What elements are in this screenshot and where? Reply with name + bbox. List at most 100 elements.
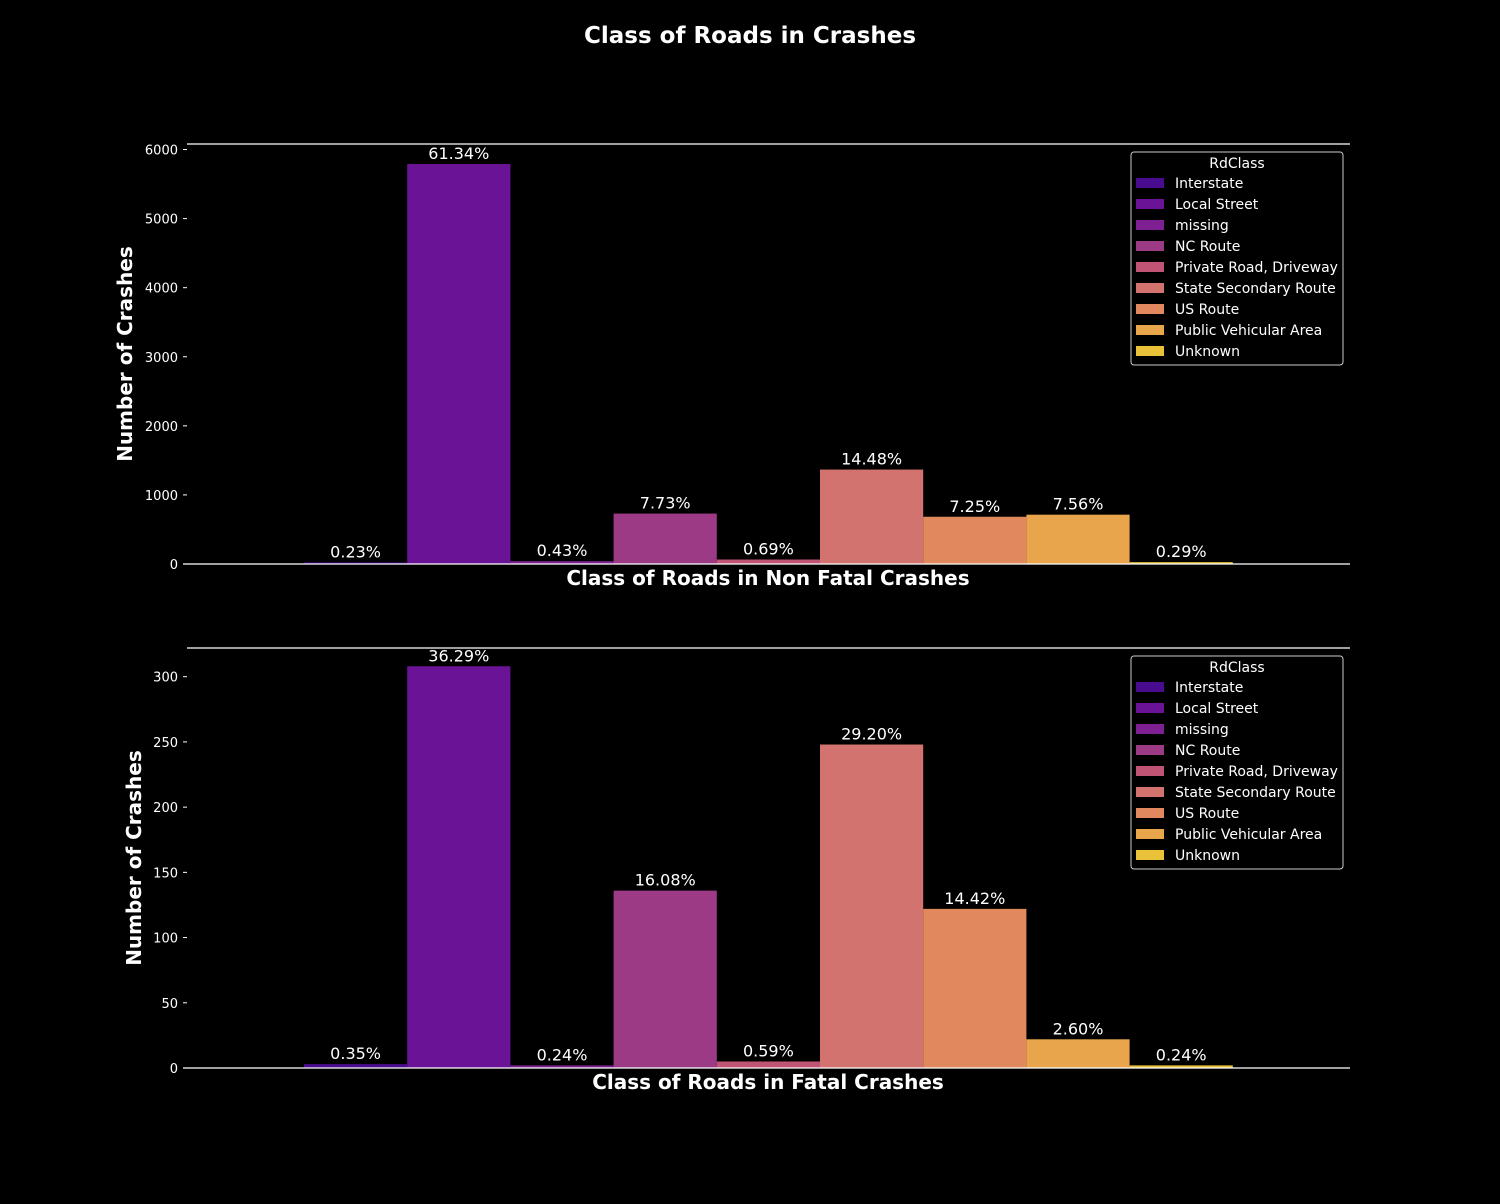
legend-swatch (1136, 178, 1164, 188)
bar-data-label: 0.69% (743, 540, 794, 559)
legend-swatch (1136, 703, 1164, 713)
bar-data-label: 2.60% (1053, 1019, 1104, 1038)
legend-entry: State Secondary Route (1175, 785, 1336, 801)
legend-entry: Local Street (1175, 701, 1259, 717)
y-tick-label: 300 (153, 671, 178, 686)
y-tick-label: 1000 (145, 489, 178, 504)
bar-6 (820, 744, 924, 1068)
legend-entry: Public Vehicular Area (1175, 827, 1322, 843)
x-axis-title: Class of Roads in Fatal Crashes (592, 1070, 944, 1094)
bar-data-label: 0.24% (1156, 1045, 1207, 1064)
bar-data-label: 7.25% (949, 497, 1000, 516)
bar-2 (407, 666, 511, 1068)
bar-4 (613, 890, 717, 1068)
y-tick-label: 200 (153, 801, 178, 816)
bar-1 (304, 1064, 408, 1068)
legend-entry: Unknown (1175, 848, 1240, 864)
legend-swatch (1136, 766, 1164, 776)
legend-swatch (1136, 199, 1164, 209)
panel-2: 0 50 100 150 200 250 300 0.35% 36.29% 0.24% 16.08%… (122, 646, 1350, 1094)
bar-data-label: 0.24% (537, 1045, 588, 1064)
bar-3 (510, 1065, 614, 1068)
bar-2 (407, 164, 511, 564)
bar-data-label: 0.23% (330, 542, 381, 561)
bar-data-label: 36.29% (428, 646, 489, 665)
legend-entry: Interstate (1175, 176, 1243, 192)
bar-5 (716, 559, 820, 564)
legend-entry: US Route (1175, 302, 1239, 318)
bar-4 (613, 513, 717, 564)
y-tick-label: 0 (170, 1062, 178, 1077)
legend-swatch (1136, 262, 1164, 272)
legend-swatch (1136, 346, 1164, 356)
y-tick-label: 2000 (145, 420, 178, 435)
bar-data-label: 7.73% (640, 494, 691, 513)
legend-swatch (1136, 241, 1164, 251)
panel-1: 0 1000 2000 3000 4000 5000 6000 0.23% 61.34% 0.43… (113, 143, 1350, 590)
x-axis-title: Class of Roads in Non Fatal Crashes (566, 566, 969, 590)
bar-9 (1129, 1065, 1233, 1068)
legend-title: RdClass (1209, 660, 1264, 676)
bar-data-label: 29.20% (841, 725, 902, 744)
legend-entry: missing (1175, 722, 1229, 738)
bar-data-label: 61.34% (428, 144, 489, 163)
bar-7 (923, 516, 1027, 564)
y-tick-label: 4000 (145, 282, 178, 297)
y-axis-title: Number of Crashes (122, 750, 146, 966)
legend-swatch (1136, 724, 1164, 734)
bar-3 (510, 561, 614, 564)
figure-title: Class of Roads in Crashes (584, 23, 916, 49)
legend-swatch (1136, 682, 1164, 692)
y-tick-label: 5000 (145, 213, 178, 228)
legend: RdClass Interstate Local Street missing NC R… (1130, 151, 1344, 366)
legend-entry: State Secondary Route (1175, 281, 1336, 297)
legend-swatch (1136, 304, 1164, 314)
bar-1 (304, 562, 408, 564)
legend-swatch (1136, 220, 1164, 230)
legend-swatch (1136, 325, 1164, 335)
bar-data-label: 0.35% (330, 1044, 381, 1063)
legend-swatch (1136, 787, 1164, 797)
legend: RdClass Interstate Local Street missing NC R… (1130, 655, 1344, 870)
bar-7 (923, 908, 1027, 1068)
legend-swatch (1136, 283, 1164, 293)
bar-8 (1026, 1039, 1130, 1068)
legend-entry: Private Road, Driveway (1175, 260, 1338, 276)
y-tick-label: 6000 (145, 144, 178, 159)
bar-data-label: 0.43% (537, 541, 588, 560)
y-tick-label: 0 (170, 558, 178, 573)
y-tick-label: 150 (153, 866, 178, 881)
legend-entry: Private Road, Driveway (1175, 764, 1338, 780)
legend-entry: Local Street (1175, 197, 1259, 213)
legend-frame (1130, 151, 1344, 366)
legend-swatch (1136, 808, 1164, 818)
legend-entry: NC Route (1175, 743, 1240, 759)
legend-entry: missing (1175, 218, 1229, 234)
legend-title: RdClass (1209, 156, 1264, 172)
bar-data-label: 14.42% (944, 889, 1005, 908)
legend-frame (1130, 655, 1344, 870)
legend-swatch (1136, 829, 1164, 839)
y-axis-title: Number of Crashes (113, 246, 137, 462)
bar-data-label: 16.08% (635, 871, 696, 890)
bar-8 (1026, 514, 1130, 564)
y-tick-label: 50 (161, 997, 178, 1012)
legend-swatch (1136, 745, 1164, 755)
bar-6 (820, 469, 924, 564)
y-tick-label: 100 (153, 932, 178, 947)
legend-entry: US Route (1175, 806, 1239, 822)
legend-swatch (1136, 850, 1164, 860)
legend-entry: NC Route (1175, 239, 1240, 255)
bar-data-label: 7.56% (1053, 495, 1104, 514)
y-tick-label: 250 (153, 736, 178, 751)
legend-entry: Interstate (1175, 680, 1243, 696)
legend-entry: Unknown (1175, 344, 1240, 360)
bar-data-label: 0.59% (743, 1041, 794, 1060)
bar-9 (1129, 562, 1233, 564)
bar-5 (716, 1061, 820, 1068)
legend-entry: Public Vehicular Area (1175, 323, 1322, 339)
y-tick-label: 3000 (145, 351, 178, 366)
bar-data-label: 0.29% (1156, 542, 1207, 561)
